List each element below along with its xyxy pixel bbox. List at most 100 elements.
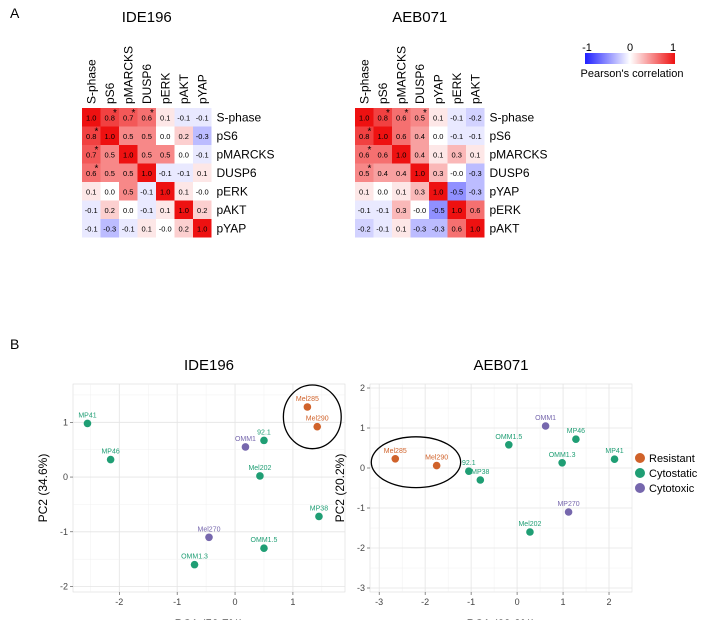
heatmap-cell-value: 0.1	[160, 206, 170, 215]
heatmap-row-label: pERK	[217, 184, 248, 198]
heatmap-cell-value: 0.7	[86, 150, 96, 159]
heatmap-cell	[156, 200, 175, 219]
significance-star: *	[405, 108, 409, 119]
data-point	[541, 422, 550, 430]
heatmap-cell	[82, 163, 101, 182]
heatmap-cell-value: -0.1	[196, 150, 209, 159]
heatmap-cell-value: -0.1	[469, 132, 482, 141]
heatmap-ide196: IDE196 1.0 0.8 0.7 0.6 0.1 -0.1 -0.1 0.8 1.0 0.5 0.…	[82, 9, 275, 238]
heatmap-row-label: S-phase	[490, 110, 535, 124]
heatmap-cell	[119, 182, 138, 201]
heatmap-cell	[119, 126, 138, 145]
heatmap-cell-value: 0.2	[179, 132, 189, 141]
colorbar-max-label: 1	[670, 42, 676, 54]
heatmap-cell-value: 0.5	[123, 169, 133, 178]
significance-star: *	[132, 108, 136, 119]
heatmap-cell	[174, 163, 193, 182]
heatmap-cell	[355, 182, 374, 201]
heatmap-cell	[193, 182, 212, 201]
heatmap-cell	[392, 126, 411, 145]
heatmap-col-label: pS6	[103, 82, 117, 104]
heatmap-cell-value: 0.1	[179, 187, 189, 196]
heatmap-cell-value: 0.1	[396, 224, 406, 233]
heatmap-cell-value: 0.1	[470, 150, 480, 159]
data-point-label: Mel290	[425, 455, 448, 462]
heatmap-cell	[410, 145, 429, 164]
heatmap-cell-value: 1.0	[105, 132, 115, 141]
heatmap-cell-value: -0.0	[413, 206, 426, 215]
heatmap-cell-value: 0.1	[86, 187, 96, 196]
x-tick-label: -1	[173, 597, 181, 607]
scatter-title: IDE196	[184, 357, 234, 374]
legend-label: Cytotoxic	[649, 483, 695, 495]
data-point-label: Mel270	[198, 526, 221, 533]
legend-label: Resistant	[649, 453, 695, 465]
heatmap-cell	[119, 219, 138, 238]
heatmap-cell	[410, 182, 429, 201]
heatmap-cell	[82, 108, 101, 127]
heatmap-cell-value: 0.0	[160, 132, 170, 141]
legend-label: Cytostatic	[649, 468, 698, 480]
heatmap-cell-value: 0.6	[86, 169, 96, 178]
heatmap-cell	[466, 200, 485, 219]
heatmap-cell-value: 1.0	[433, 187, 443, 196]
heatmap-cell	[429, 126, 448, 145]
heatmap-cell-value: 1.0	[359, 113, 369, 122]
data-point	[476, 476, 485, 484]
heatmap-cell-value: 0.1	[359, 187, 369, 196]
heatmap-cell	[156, 219, 175, 238]
heatmap-cell	[82, 145, 101, 164]
heatmap-cell	[392, 200, 411, 219]
heatmap-cell-value: 1.0	[179, 206, 189, 215]
heatmap-cell-value: 0.2	[179, 224, 189, 233]
heatmap-cell-value: -0.1	[85, 206, 98, 215]
heatmap-cell	[82, 126, 101, 145]
data-point	[106, 455, 115, 464]
x-axis-label: PC1 (59.7%)	[175, 617, 244, 620]
resistant-cluster-ellipse	[282, 384, 342, 450]
significance-star: *	[95, 145, 99, 156]
panel-label-b: B	[10, 336, 19, 352]
heatmap-row-label: S-phase	[217, 110, 262, 124]
heatmap-cell-value: 0.0	[179, 150, 189, 159]
heatmap-cell-value: 0.3	[415, 187, 425, 196]
heatmap-cell-value: -0.1	[140, 187, 153, 196]
heatmap-cell	[355, 126, 374, 145]
significance-star: *	[386, 108, 390, 119]
heatmap-cell-value: 0.0	[105, 187, 115, 196]
heatmap-cell	[119, 163, 138, 182]
heatmap-cell	[174, 182, 193, 201]
heatmap-cell-value: 1.0	[142, 169, 152, 178]
data-point	[505, 441, 513, 449]
heatmap-cell	[410, 219, 429, 238]
heatmap-cell-value: 0.3	[452, 150, 462, 159]
heatmap-col-label: pMARCKS	[121, 46, 135, 104]
heatmap-row-label: pYAP	[490, 184, 520, 198]
heatmap-cell-value: -0.1	[358, 206, 371, 215]
heatmap-cell-value: 0.6	[396, 113, 406, 122]
data-point-label: OMM1.5	[251, 537, 278, 544]
data-point-label: OMM1.5	[495, 434, 522, 441]
heatmap-cell-value: 0.2	[105, 206, 115, 215]
data-point-label: OMM1	[235, 436, 256, 443]
heatmap-cell	[373, 219, 392, 238]
heatmap-cell	[373, 163, 392, 182]
data-point	[303, 403, 312, 411]
heatmap-cell-value: 0.3	[433, 169, 443, 178]
heatmap-cell	[429, 200, 448, 219]
heatmap-row-label: pS6	[217, 129, 239, 143]
x-tick-label: -1	[467, 597, 475, 607]
heatmap-cell-value: 0.6	[142, 113, 152, 122]
heatmap-cell-value: 0.6	[470, 206, 480, 215]
heatmap-cell	[429, 219, 448, 238]
heatmap-cell-value: -0.0	[196, 187, 209, 196]
heatmap-row-label: DUSP6	[490, 166, 530, 180]
panel-label-a: A	[10, 5, 20, 21]
data-point	[432, 461, 441, 470]
heatmap-col-label: pYAP	[195, 74, 209, 104]
heatmap-row-label: pS6	[490, 129, 512, 143]
data-point-label: Mel285	[296, 396, 319, 403]
heatmap-cell	[447, 200, 466, 219]
heatmap-cell-value: -0.1	[450, 113, 463, 122]
heatmap-cell-value: -0.1	[177, 113, 190, 122]
